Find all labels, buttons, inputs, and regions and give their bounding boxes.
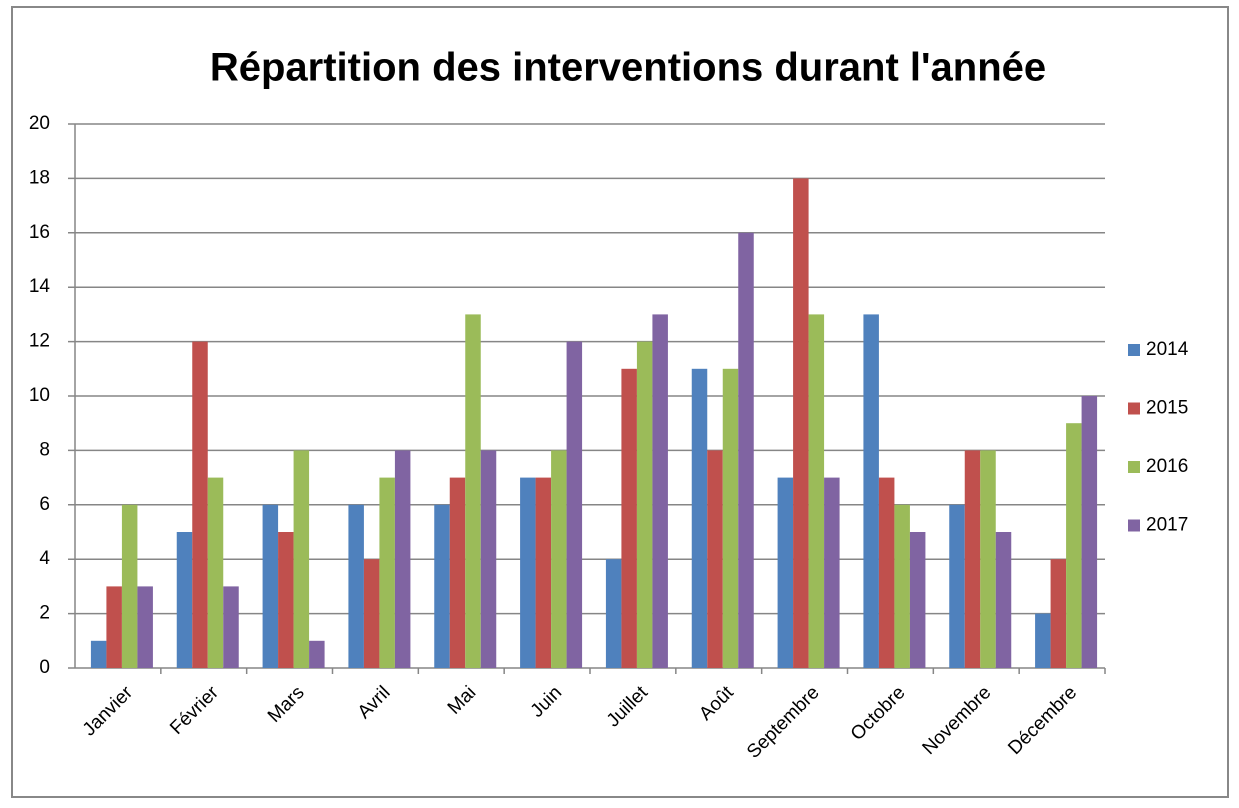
y-tick-label: 18 <box>29 167 50 188</box>
y-tick-label: 2 <box>39 603 50 624</box>
bar <box>551 450 567 668</box>
bar <box>652 314 668 668</box>
bar <box>192 341 208 668</box>
bar <box>738 232 754 669</box>
bar <box>262 504 279 668</box>
bar <box>605 559 622 668</box>
bar <box>121 504 138 668</box>
y-tick-label: 0 <box>39 657 50 678</box>
y-tick-label: 4 <box>39 548 50 569</box>
bar <box>207 477 224 668</box>
bar <box>348 504 364 668</box>
y-tick-label: 14 <box>29 276 51 297</box>
bar <box>106 586 122 668</box>
bar <box>1066 423 1082 668</box>
bar <box>223 586 239 668</box>
bar <box>309 640 325 668</box>
y-tick-label: 20 <box>29 113 50 134</box>
y-tick-label: 8 <box>39 439 50 460</box>
bar <box>363 559 380 668</box>
bar <box>176 532 193 668</box>
legend-swatch <box>1128 344 1140 356</box>
bar <box>293 450 310 668</box>
legend-swatch <box>1128 519 1140 532</box>
bar <box>949 504 965 668</box>
bar <box>878 477 895 668</box>
y-tick-label: 6 <box>39 494 50 515</box>
legend-swatch <box>1128 461 1140 473</box>
bar <box>535 477 552 668</box>
bar <box>691 368 708 668</box>
legend-swatch <box>1128 402 1140 415</box>
bar <box>394 450 411 668</box>
bar <box>808 314 825 668</box>
bar <box>894 504 910 668</box>
y-tick-label: 12 <box>29 331 50 352</box>
bar <box>824 477 840 668</box>
legend-label: 2015 <box>1146 398 1188 419</box>
bar <box>964 450 981 668</box>
bar <box>636 341 653 668</box>
y-tick-label: 10 <box>29 385 50 406</box>
legend-label: 2016 <box>1146 456 1188 477</box>
bar <box>480 450 497 668</box>
bar <box>722 368 739 668</box>
bar <box>777 477 794 668</box>
bar <box>1050 559 1067 668</box>
bar <box>707 450 723 668</box>
legend-label: 2014 <box>1146 339 1189 360</box>
bar <box>909 532 926 668</box>
bar <box>379 477 395 668</box>
legend-label: 2017 <box>1146 515 1188 536</box>
bar <box>863 314 879 668</box>
bar <box>465 314 481 668</box>
bar <box>793 178 809 668</box>
y-tick-label: 16 <box>29 222 50 243</box>
bar <box>449 477 466 668</box>
bar <box>1081 396 1098 668</box>
bar <box>520 477 536 668</box>
bar <box>137 586 153 668</box>
bar <box>621 368 637 668</box>
bar <box>1035 613 1051 668</box>
bar <box>995 532 1012 668</box>
bar <box>566 341 583 668</box>
bar <box>90 640 107 668</box>
bar <box>980 450 996 668</box>
chart-title: Répartition des interventions durant l'a… <box>210 46 1046 90</box>
bar <box>434 504 450 668</box>
bar <box>278 532 294 668</box>
